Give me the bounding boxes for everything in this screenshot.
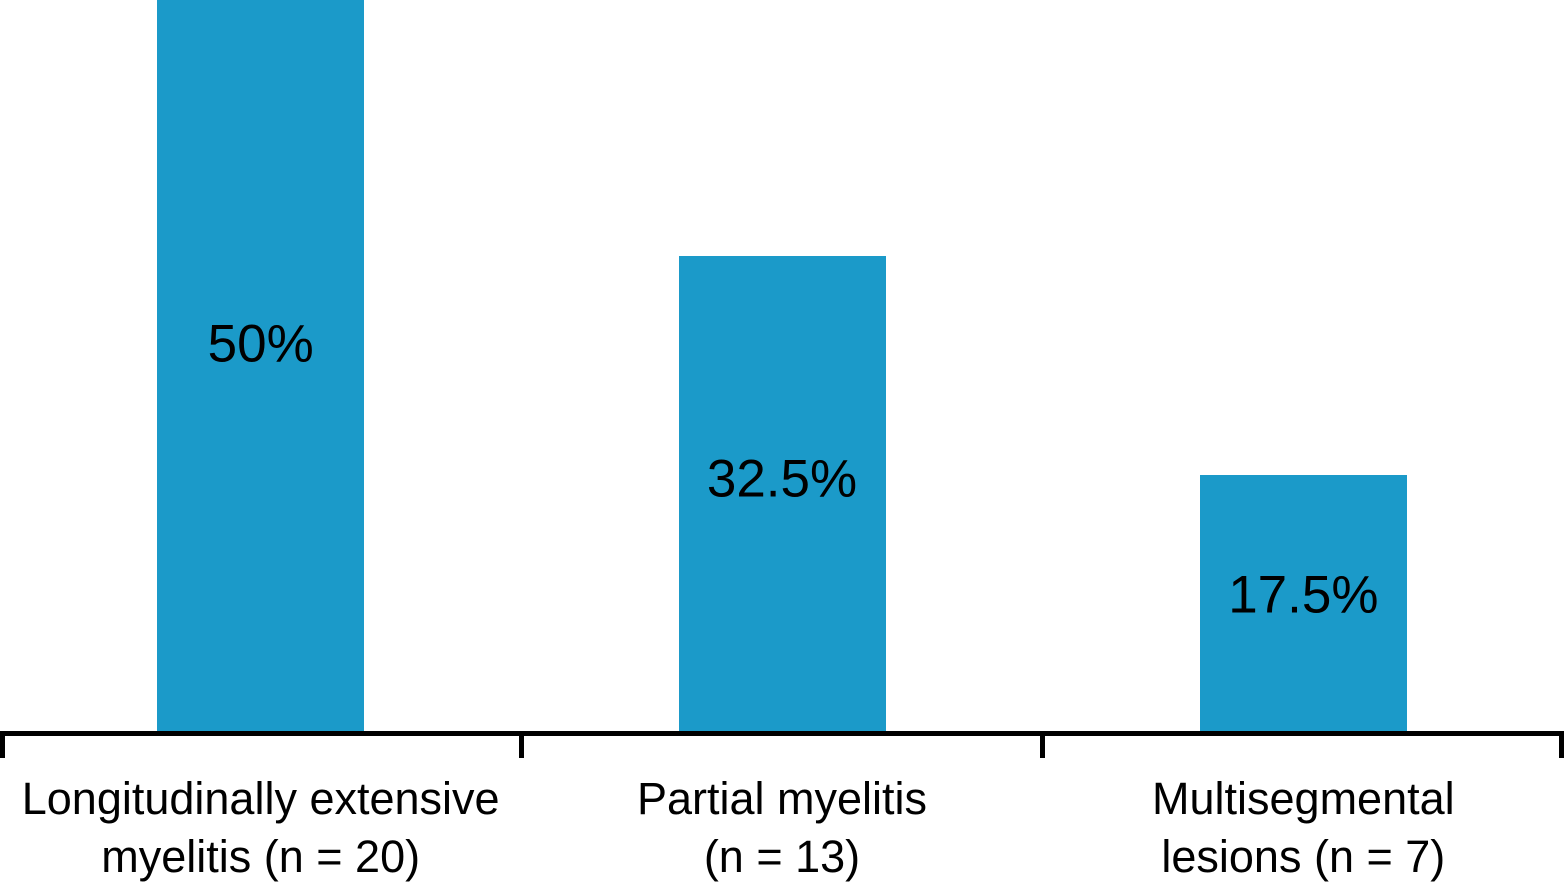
category-label-3: Multisegmental lesions (n = 7)	[1152, 773, 1455, 882]
x-axis-tick-2	[1040, 731, 1046, 758]
bar-value-label-1: 50%	[207, 314, 314, 374]
bar-2: 32.5%	[678, 255, 886, 731]
bar-3: 17.5%	[1199, 475, 1407, 731]
x-axis-tick-1	[518, 731, 524, 758]
x-axis-line	[0, 731, 1564, 736]
bar-1: 50%	[157, 0, 365, 731]
x-axis-tick-0	[0, 731, 5, 758]
category-label-2: Partial myelitis (n = 13)	[636, 773, 928, 882]
bar-value-label-3: 17.5%	[1228, 565, 1379, 625]
bar-value-label-2: 32.5%	[706, 449, 858, 509]
x-axis-tick-3	[1559, 731, 1564, 758]
category-label-1: Longitudinally extensive myelitis (n = 2…	[21, 773, 500, 882]
